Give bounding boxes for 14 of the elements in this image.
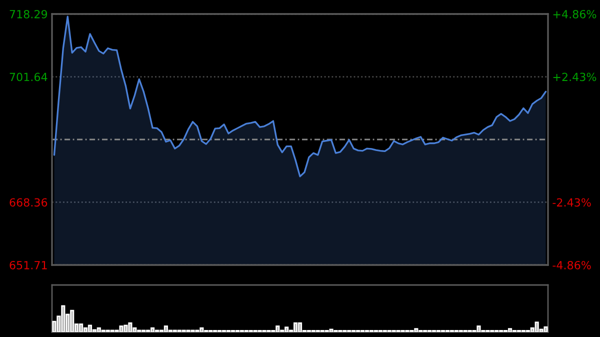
y2-tick-label: -2.43%: [552, 198, 591, 207]
bar: [293, 322, 298, 332]
bar: [298, 322, 302, 332]
bar: [508, 328, 512, 332]
bar: [83, 327, 88, 332]
y-tick-label: 718.29: [10, 10, 48, 18]
y2-tick-label: -4.86%: [552, 260, 591, 270]
y-tick-label: 651.71: [10, 260, 47, 270]
y-tick-label: 668.36: [10, 198, 48, 207]
bar: [88, 324, 92, 332]
y2-tick-label: +2.43%: [553, 72, 596, 82]
y2-tick-label: +4.86%: [553, 10, 596, 18]
bar: [544, 326, 548, 332]
y-tick-label: 701.64: [10, 72, 48, 82]
